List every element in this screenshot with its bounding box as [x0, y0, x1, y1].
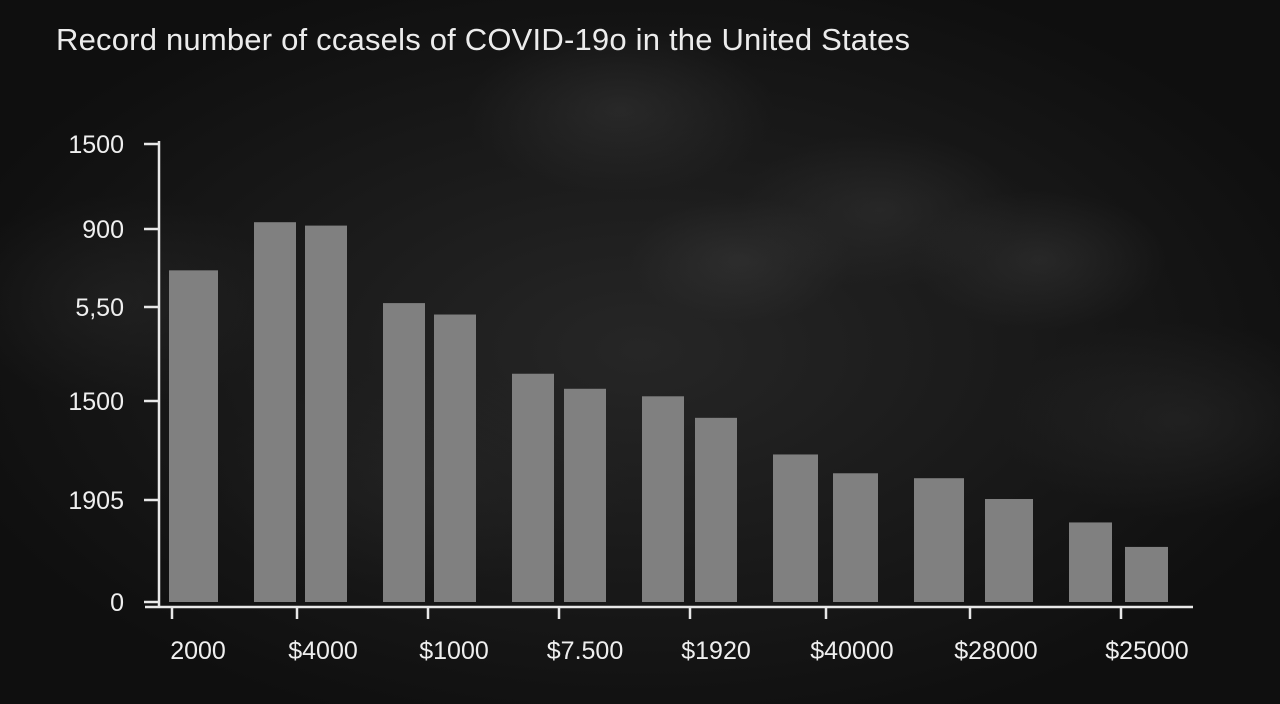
- bar-15: [1125, 546, 1168, 602]
- x-tick-label-4: $1920: [681, 637, 751, 665]
- x-tick-label-6: $28000: [954, 637, 1037, 665]
- y-tick-label-1: 1905: [68, 487, 124, 515]
- chart-title: Record number of ccasels of COVID-19o in…: [56, 22, 911, 57]
- bar-10: [773, 454, 818, 602]
- bar-7: [564, 388, 606, 602]
- y-tick-label-0: 0: [110, 589, 124, 617]
- bar-8: [642, 396, 684, 602]
- bar-2: [254, 222, 296, 602]
- x-tick-label-3: $7.500: [547, 637, 623, 665]
- x-tick-label-5: $40000: [810, 637, 893, 665]
- y-tick-label-3: 5,50: [75, 294, 124, 322]
- bar-1: [169, 270, 218, 602]
- bar-3: [305, 225, 347, 602]
- bar-9: [695, 417, 737, 602]
- bar-14: [1069, 522, 1112, 602]
- bar-11: [833, 473, 878, 602]
- x-tick-label-7: $25000: [1105, 637, 1188, 665]
- y-tick-label-2: 1500: [68, 388, 124, 416]
- x-tick-label-1: $4000: [288, 637, 358, 665]
- bar-4: [383, 303, 425, 602]
- y-tick-label-5: 1500: [68, 131, 124, 159]
- bar-5: [434, 314, 476, 602]
- bar-6: [512, 373, 554, 602]
- x-tick-label-2: $1000: [419, 637, 489, 665]
- y-tick-label-4: 900: [82, 216, 124, 244]
- x-tick-label-0: 2000: [170, 637, 226, 665]
- bar-13: [985, 499, 1033, 602]
- bar-12: [914, 478, 964, 602]
